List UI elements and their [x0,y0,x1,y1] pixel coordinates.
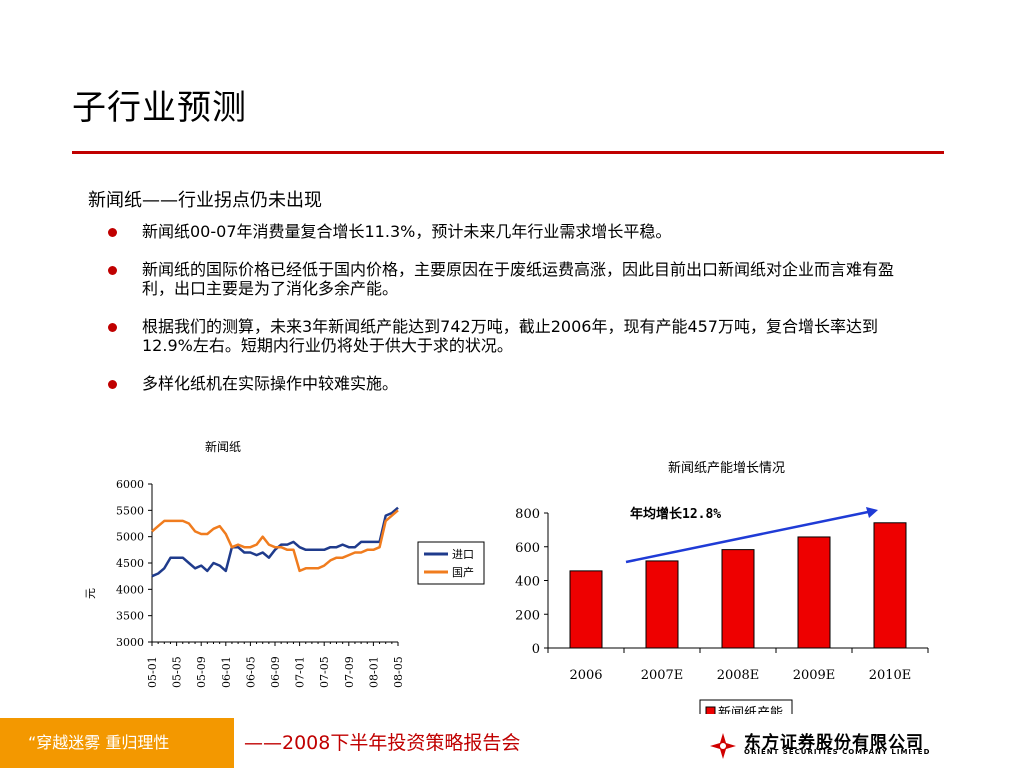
y-tick-label: 400 [515,575,540,590]
y-tick-label: 5500 [116,504,144,517]
newsprint-price-line-chart: 新闻纸 3000 3500 4000 4500 5000 5500 6000 元 05-01 05-… [84,439,485,688]
legend-label: 国产 [452,565,474,579]
x-tick-label: 07-05 [318,656,331,688]
logo-company-name-en: ORIENT SECURITIES COMPANY LIMITED [744,748,931,756]
chart-title: 新闻纸 [205,439,241,454]
y-tick-label: 4500 [116,557,144,570]
y-tick-label: 6000 [116,478,144,491]
legend-box [699,699,793,714]
bullet-item: 根据我们的测算，未来3年新闻纸产能达到742万吨，截止2006年，现有产能457… [104,317,924,355]
bullet-list: 新闻纸00-07年消费量复合增长11.3%，预计未来几年行业需求增长平稳。 新闻… [104,222,924,412]
bullet-item: 新闻纸的国际价格已经低于国内价格，主要原因在于废纸运费高涨，因此目前出口新闻纸对… [104,260,924,298]
y-axis-label: 元 [84,588,97,599]
legend-label: 进口 [452,548,474,561]
bar [569,570,603,649]
x-tick-label: 2006 [569,668,602,683]
bullet-text: 根据我们的测算，未来3年新闻纸产能达到742万吨，截止2006年，现有产能457… [142,317,878,355]
y-tick-label: 3000 [116,636,144,649]
bullet-dot-icon [108,266,117,275]
x-tick-label: 05-05 [171,656,184,688]
legend-swatch [705,706,716,714]
x-tick-label: 07-01 [294,656,307,688]
series-line-import [151,506,399,578]
logo-company-name: 东方证券股份有限公司 [744,733,924,753]
slide-subtitle: 新闻纸——行业拐点仍未出现 [88,190,322,211]
bullet-item: 新闻纸00-07年消费量复合增长11.3%，预计未来几年行业需求增长平稳。 [104,222,924,241]
bullet-dot-icon [108,323,117,332]
footer-meeting-title: ——2008下半年投资策略报告会 [244,732,521,754]
x-tick-label: 08-05 [392,656,405,688]
bullet-dot-icon [108,228,117,237]
x-tick-label: 06-01 [220,656,233,688]
footer: “穿越迷雾 重归理性 ——2008下半年投资策略报告会 东方证券股份有限公司 O… [0,718,1024,768]
y-tick-label: 0 [532,642,540,657]
x-tick-label: 05-01 [146,656,159,688]
x-tick-label: 07-09 [343,656,356,688]
x-tick-label: 05-09 [195,656,208,688]
newsprint-capacity-bar-chart: 新闻纸产能增长情况 0 200 400 600 800 2006 2007E 2008E 2009… [515,460,929,714]
growth-annotation: 年均增长12.8% [630,506,721,522]
legend-box [417,541,485,585]
x-tick-label: 06-09 [269,656,282,688]
x-tick-label: 08-01 [367,656,380,688]
y-tick-label: 800 [515,507,540,522]
bar [645,560,679,649]
bullet-dot-icon [108,380,117,389]
y-tick-label: 5000 [116,531,144,544]
slide-title: 子行业预测 [72,88,247,128]
y-tick-label: 3500 [116,610,144,623]
bullet-text: 新闻纸00-07年消费量复合增长11.3%，预计未来几年行业需求增长平稳。 [142,222,672,241]
x-tick-label: 2010E [869,668,912,683]
bar [873,522,907,649]
y-tick-label: 600 [515,541,540,556]
x-tick-label: 2007E [641,668,684,683]
legend-label: 新闻纸产能 [718,705,783,714]
footer-slogan: “穿越迷雾 重归理性 [0,718,234,768]
bar [721,549,755,649]
orient-logo-icon [710,733,736,759]
y-tick-label: 200 [515,608,540,623]
growth-arrow-line [625,510,869,564]
title-rule [72,151,944,154]
y-tick-label: 4000 [116,583,144,596]
bullet-text: 新闻纸的国际价格已经低于国内价格，主要原因在于废纸运费高涨，因此目前出口新闻纸对… [142,260,895,298]
bullet-text: 多样化纸机在实际操作中较难实施。 [142,374,399,393]
x-tick-label: 2008E [717,668,760,683]
series-line-domestic [151,509,399,573]
bullet-item: 多样化纸机在实际操作中较难实施。 [104,374,924,393]
x-tick-label: 2009E [793,668,836,683]
x-tick-label: 06-05 [244,656,257,688]
bar [797,536,831,649]
growth-arrow-head-icon [866,507,878,518]
company-logo: 东方证券股份有限公司 ORIENT SECURITIES COMPANY LIM… [708,728,938,762]
chart-title: 新闻纸产能增长情况 [668,460,785,476]
